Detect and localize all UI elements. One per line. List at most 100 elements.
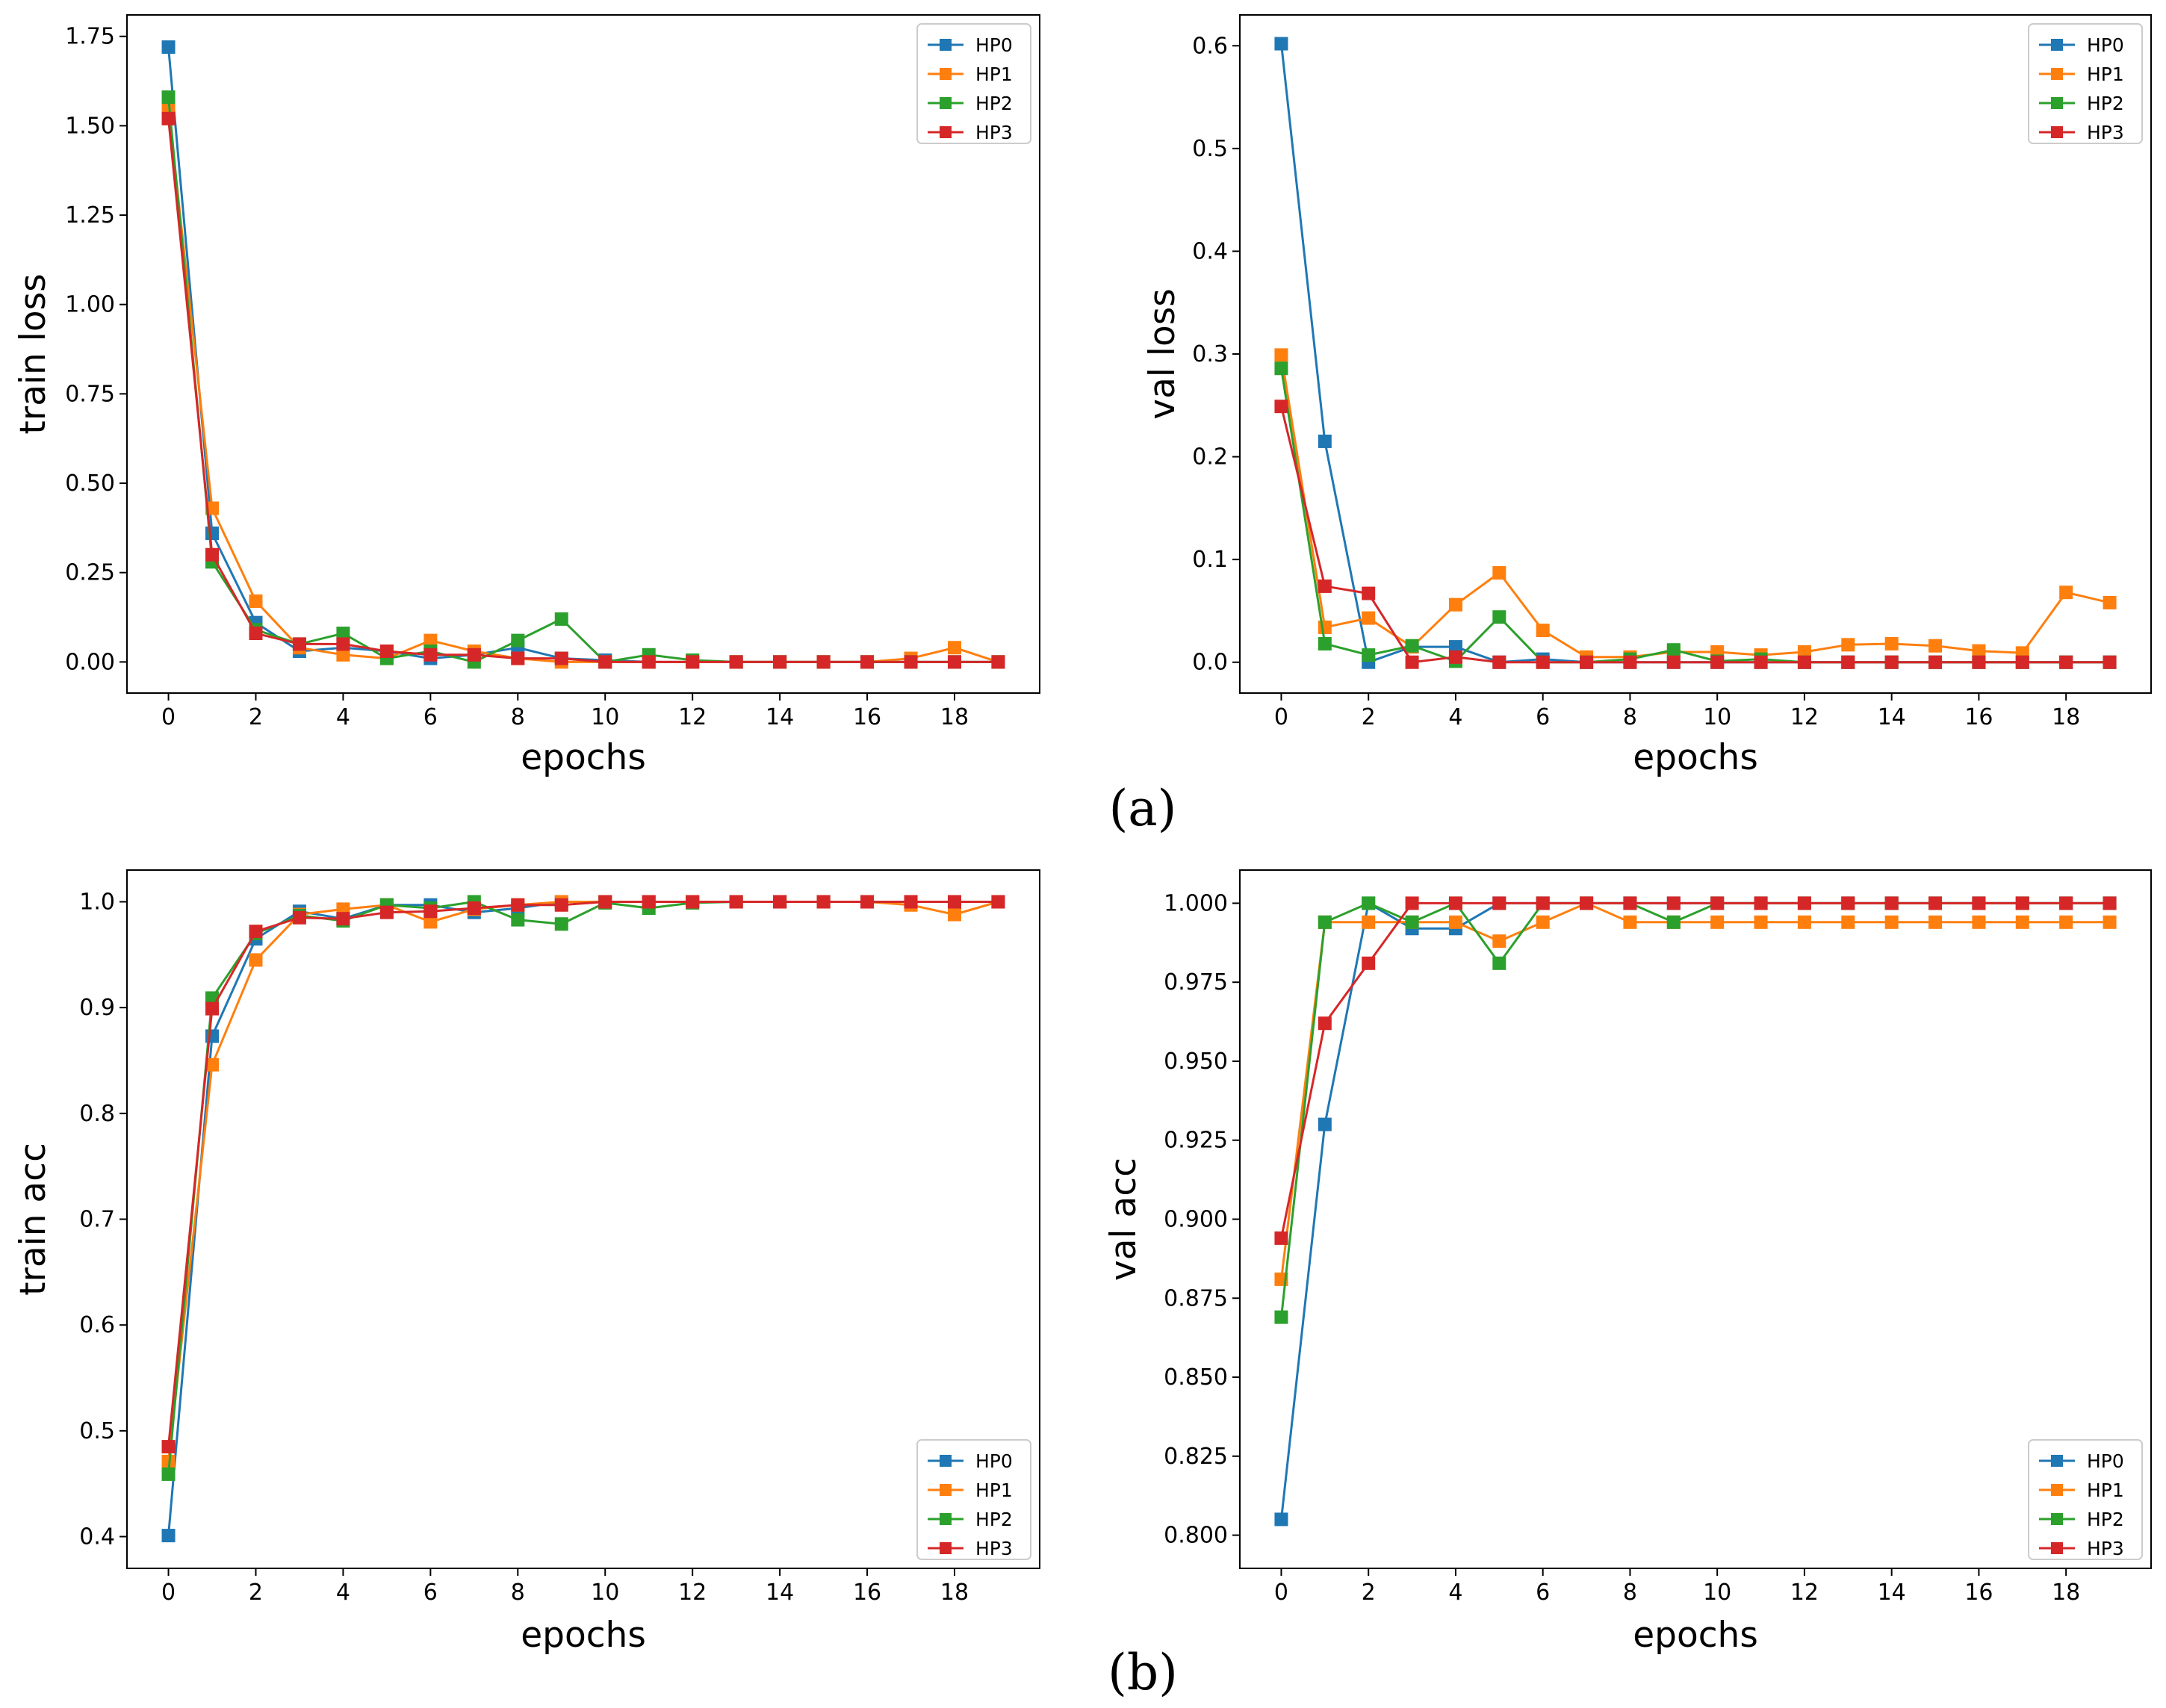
chart-train-loss: 0 2 4 6 8 10 12 14 16 18 0.00 0.25 0.50 0.75 1.00 1.25 1… xyxy=(13,14,1040,778)
legend-item-hp2: HP2 xyxy=(2039,1509,2124,1530)
series-line-hp3 xyxy=(167,118,999,663)
chart-val-loss: 0 2 4 6 8 10 12 14 16 18 0.0 0.1 0.2 0.3 0.4 0.5 0.6 epoc… xyxy=(1142,14,2152,778)
data-point-hp3 xyxy=(1405,896,1419,910)
y-tick-label: 0.9 xyxy=(79,995,115,1021)
series-hp0 xyxy=(161,40,1005,669)
legend-label: HP0 xyxy=(2087,34,2124,56)
data-point-hp1 xyxy=(947,641,961,655)
data-point-hp2 xyxy=(1362,896,1376,910)
data-point-hp1 xyxy=(1797,915,1811,929)
data-point-hp3 xyxy=(1405,655,1419,669)
data-point-hp3 xyxy=(1972,896,1986,910)
series-line-hp1 xyxy=(167,901,999,1462)
data-point-hp1 xyxy=(336,648,350,662)
data-point-hp3 xyxy=(1492,655,1506,669)
data-point-hp3 xyxy=(991,655,1005,669)
x-tick-label: 14 xyxy=(766,704,794,730)
x-tick-label: 18 xyxy=(940,704,969,730)
data-point-hp3 xyxy=(1754,896,1768,910)
data-point-hp3 xyxy=(904,655,918,669)
series-hp2 xyxy=(161,90,1005,669)
data-point-hp2 xyxy=(511,633,525,648)
data-point-hp1 xyxy=(1492,566,1506,580)
data-point-hp1 xyxy=(1536,624,1550,638)
series-line-hp3 xyxy=(1280,406,2110,664)
data-point-hp1 xyxy=(1884,915,1899,929)
data-point-hp0 xyxy=(1318,434,1332,448)
y-tick-label: 0.6 xyxy=(1192,33,1228,59)
legend: HP0 HP1 HP2 HP3 xyxy=(916,1439,1031,1560)
legend-marker xyxy=(940,126,952,138)
x-tick-label: 6 xyxy=(423,1580,438,1606)
data-point-hp3 xyxy=(860,655,875,669)
legend-item-hp0: HP0 xyxy=(2039,34,2124,56)
series-hp1 xyxy=(1274,896,2117,1286)
x-tick-label: 6 xyxy=(423,704,438,730)
data-point-hp3 xyxy=(1710,896,1725,910)
y-tick-label: 0.850 xyxy=(1164,1364,1228,1391)
data-point-hp2 xyxy=(511,913,525,927)
legend-marker xyxy=(940,1484,952,1496)
data-point-hp1 xyxy=(2059,586,2073,600)
series-hp3 xyxy=(161,895,1005,1454)
legend-item-hp3: HP3 xyxy=(928,1538,1013,1559)
data-point-hp1 xyxy=(1928,915,1943,929)
data-point-hp2 xyxy=(554,612,568,626)
data-point-hp1 xyxy=(1972,915,1986,929)
data-point-hp2 xyxy=(1492,610,1506,624)
y-tick-label: 0.925 xyxy=(1164,1128,1228,1154)
data-point-hp1 xyxy=(2103,595,2117,609)
data-point-hp3 xyxy=(467,648,481,662)
data-point-hp3 xyxy=(1448,896,1462,910)
data-point-hp1 xyxy=(1362,915,1376,929)
legend-marker xyxy=(940,39,952,51)
series-hp3 xyxy=(161,111,1005,669)
data-point-hp0 xyxy=(161,40,176,55)
data-point-hp1 xyxy=(2103,915,2117,929)
x-tick-label: 8 xyxy=(511,1580,525,1606)
x-tick-label: 18 xyxy=(2052,1580,2080,1606)
data-point-hp2 xyxy=(161,90,176,105)
x-tick-label: 14 xyxy=(1878,1580,1906,1606)
x-tick-label: 18 xyxy=(940,1580,969,1606)
data-point-hp1 xyxy=(2015,915,2029,929)
data-point-hp3 xyxy=(947,655,961,669)
y-tick-label: 0.7 xyxy=(79,1207,115,1233)
data-point-hp3 xyxy=(554,898,568,912)
legend-item-hp3: HP3 xyxy=(928,122,1013,143)
legend: HP0 HP1 HP2 HP3 xyxy=(2028,1439,2143,1560)
data-point-hp3 xyxy=(773,655,787,669)
legend-marker xyxy=(2051,1484,2063,1496)
legend-item-hp3: HP3 xyxy=(2039,1538,2124,1559)
data-point-hp2 xyxy=(1362,648,1376,662)
x-tick-label: 12 xyxy=(678,1580,707,1606)
y-tick-label: 0.975 xyxy=(1164,969,1228,996)
x-tick-label: 14 xyxy=(766,1580,794,1606)
data-point-hp3 xyxy=(1448,650,1462,664)
legend-label: HP3 xyxy=(975,1538,1013,1559)
legend-marker xyxy=(2051,1455,2063,1467)
x-tick-label: 2 xyxy=(1362,704,1376,730)
x-tick-label: 8 xyxy=(1623,704,1637,730)
data-point-hp0 xyxy=(205,527,220,541)
y-axis-label: val acc xyxy=(1103,1158,1144,1281)
data-point-hp3 xyxy=(511,651,525,665)
data-point-hp1 xyxy=(1928,639,1943,653)
legend-label: HP2 xyxy=(2087,1509,2124,1530)
legend-marker xyxy=(940,1513,952,1525)
series-line-hp1 xyxy=(1280,355,2110,659)
data-point-hp1 xyxy=(1710,915,1725,929)
series-hp3 xyxy=(1274,400,2117,669)
y-tick-label: 0.00 xyxy=(65,649,115,675)
data-point-hp3 xyxy=(1928,896,1943,910)
legend: HP0 HP1 HP2 HP3 xyxy=(2028,23,2143,144)
caption-b: (b) xyxy=(1108,1644,1178,1701)
y-tick-label: 0.5 xyxy=(79,1418,115,1444)
data-point-hp3 xyxy=(991,895,1005,909)
y-tick-label: 0.8 xyxy=(79,1101,115,1127)
data-point-hp3 xyxy=(336,637,350,651)
x-tick-label: 10 xyxy=(591,1580,619,1606)
data-point-hp2 xyxy=(161,1467,176,1481)
y-tick-label: 0.5 xyxy=(1192,136,1228,162)
x-tick-label: 0 xyxy=(161,1580,176,1606)
